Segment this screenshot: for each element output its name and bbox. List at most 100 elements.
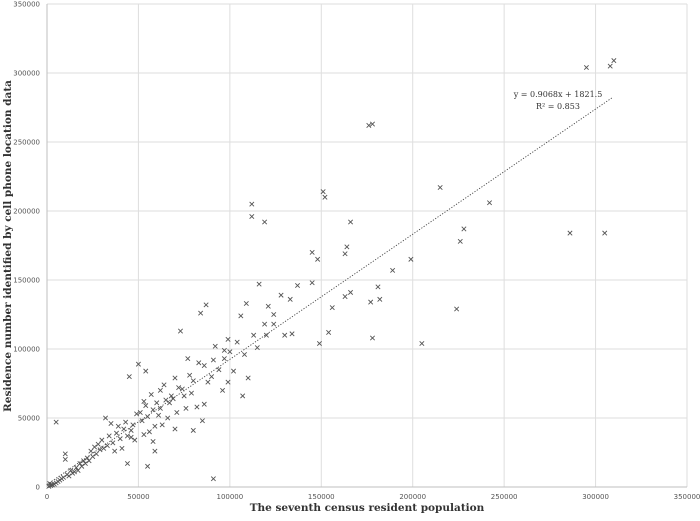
data-point (143, 368, 149, 374)
data-point (84, 455, 90, 461)
data-point (262, 219, 268, 225)
data-point (141, 432, 147, 438)
data-point (294, 283, 301, 289)
y-tick-label: 0 (36, 484, 40, 492)
data-point (245, 375, 251, 381)
data-point (212, 343, 218, 349)
data-point (210, 476, 216, 482)
data-point (366, 122, 372, 128)
data-point (64, 472, 70, 478)
data-point (251, 332, 257, 338)
y-tick-label: 250000 (13, 139, 40, 147)
data-point (437, 185, 443, 191)
gridlines (47, 3, 688, 487)
data-point (108, 421, 114, 427)
data-point (46, 483, 52, 489)
data-point (112, 448, 118, 454)
data-point (225, 379, 231, 385)
data-point (249, 201, 255, 207)
x-tick-label: 200000 (399, 493, 426, 501)
data-point (157, 405, 163, 411)
data-point (183, 405, 189, 411)
data-point (150, 438, 156, 444)
data-point (316, 340, 322, 346)
data-point (177, 328, 184, 334)
data-point (93, 451, 99, 457)
data-point (49, 481, 55, 488)
x-tick-label: 0 (45, 493, 49, 501)
x-axis-title: The seventh census resident population (250, 502, 485, 514)
data-point (220, 387, 226, 393)
y-tick-label: 150000 (13, 277, 40, 285)
data-point (172, 375, 178, 381)
data-point (166, 400, 173, 406)
data-point (82, 461, 88, 467)
data-point (348, 289, 354, 295)
data-point (201, 401, 207, 407)
y-tick-label: 100000 (13, 346, 40, 354)
data-point (135, 361, 141, 367)
data-point (567, 230, 573, 236)
data-point (174, 409, 180, 415)
data-point (73, 465, 79, 471)
x-tick-label: 300000 (582, 493, 609, 501)
data-point (342, 251, 348, 257)
data-point (243, 300, 249, 306)
data-point (143, 403, 149, 409)
data-point (141, 398, 147, 404)
data-point (150, 407, 156, 413)
data-point (278, 292, 284, 298)
data-point (256, 281, 262, 287)
data-point (196, 360, 202, 366)
data-point (249, 214, 255, 220)
data-point (170, 396, 176, 402)
data-point (583, 64, 589, 70)
data-point (309, 280, 315, 286)
data-point (238, 313, 244, 319)
data-point (70, 470, 76, 476)
data-points (46, 58, 617, 489)
data-point (79, 463, 85, 469)
data-point (62, 456, 68, 462)
y-axis-title: Residence number identified by cell phon… (2, 80, 14, 412)
data-point (137, 409, 143, 415)
data-point (234, 339, 240, 345)
data-point (90, 454, 96, 460)
data-point (271, 321, 277, 327)
data-point (194, 404, 200, 410)
data-point (159, 422, 165, 428)
data-point (68, 467, 74, 473)
data-point (320, 189, 326, 195)
data-point (104, 443, 110, 449)
data-point (216, 367, 222, 373)
data-point (117, 436, 123, 442)
data-point (602, 230, 608, 236)
data-point (130, 422, 136, 428)
data-point (282, 332, 288, 338)
data-point (315, 256, 321, 262)
data-point (86, 458, 92, 464)
data-point (156, 412, 162, 418)
data-point (368, 299, 374, 305)
data-point (203, 302, 209, 308)
data-point (102, 415, 109, 421)
data-point (369, 121, 376, 127)
data-point (77, 461, 83, 467)
data-point (145, 463, 151, 469)
data-point (230, 368, 237, 374)
data-point (607, 63, 613, 69)
data-point (348, 219, 354, 225)
data-point (210, 357, 216, 363)
linear-trendline (46, 97, 613, 485)
data-point (254, 345, 260, 351)
data-point (457, 238, 463, 244)
data-point (132, 437, 138, 443)
data-point (123, 419, 129, 425)
data-point (221, 347, 227, 353)
data-point (119, 445, 125, 451)
data-point (168, 393, 174, 399)
data-point (309, 249, 315, 255)
data-point (95, 441, 101, 447)
data-point (106, 433, 112, 439)
